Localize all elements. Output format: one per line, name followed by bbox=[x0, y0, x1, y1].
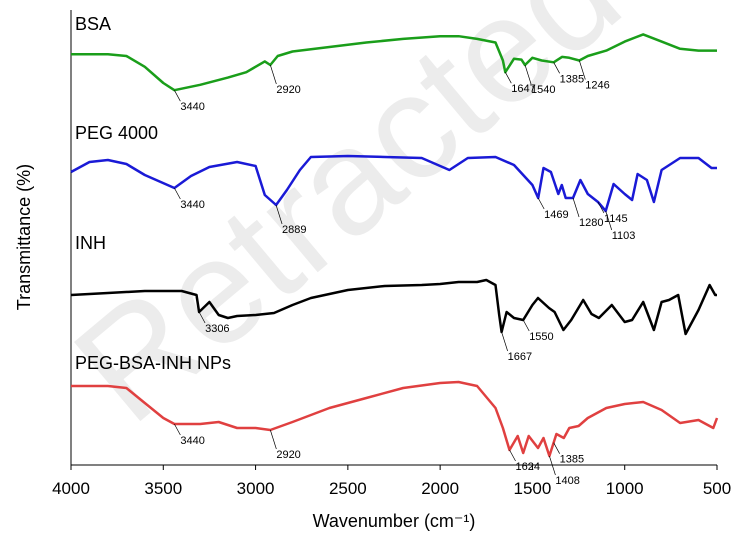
annotation-leader bbox=[572, 197, 580, 218]
x-tick-label: 1000 bbox=[606, 479, 644, 498]
x-tick-label: 2000 bbox=[421, 479, 459, 498]
series-label: PEG-BSA-INH NPs bbox=[75, 353, 231, 373]
peak-label: 1647 bbox=[511, 83, 535, 95]
annotation-leader bbox=[605, 210, 613, 231]
x-tick-label: 2500 bbox=[329, 479, 367, 498]
watermark: Retracted bbox=[43, 0, 649, 454]
peak-label: 2889 bbox=[282, 224, 306, 236]
peak-label: 1469 bbox=[544, 209, 568, 221]
annotation-leader bbox=[537, 197, 545, 210]
annotation-leader bbox=[504, 72, 512, 84]
annotation-leader bbox=[174, 90, 181, 102]
series-label: PEG 4000 bbox=[75, 123, 158, 143]
peak-label: 1385 bbox=[560, 73, 584, 85]
annotation-leader bbox=[597, 201, 605, 214]
peak-label: 1540 bbox=[531, 84, 555, 96]
peak-label: 3306 bbox=[205, 323, 229, 335]
series-label: BSA bbox=[75, 14, 111, 34]
annotation-leader bbox=[270, 64, 277, 85]
series-line bbox=[71, 380, 719, 458]
peak-label: 1667 bbox=[508, 351, 532, 363]
peak-label: 3440 bbox=[180, 199, 204, 211]
annotation-leader bbox=[501, 331, 508, 352]
annotation-leader bbox=[198, 311, 206, 324]
annotation-leader bbox=[578, 60, 586, 80]
annotation-leader bbox=[270, 429, 277, 450]
annotation-leader bbox=[174, 187, 181, 200]
annotation-leader bbox=[174, 423, 181, 436]
series-line bbox=[70, 154, 717, 213]
x-tick-label: 1500 bbox=[514, 479, 552, 498]
x-tick-label: 4000 bbox=[52, 479, 90, 498]
peak-label: 1550 bbox=[529, 331, 553, 343]
peak-label: 3440 bbox=[180, 435, 204, 447]
x-tick-label: 3000 bbox=[237, 479, 275, 498]
watermark-text: Retracted bbox=[43, 0, 649, 454]
x-axis-ticks: 4000 3500 3000 2500 2000 1500 1000 500 bbox=[52, 465, 731, 498]
peak-label: 1408 bbox=[555, 475, 579, 487]
annotation-leader bbox=[549, 455, 556, 476]
series-layer bbox=[70, 33, 719, 458]
annotation-leader bbox=[553, 442, 560, 454]
x-tick-label: 500 bbox=[703, 479, 731, 498]
annotation-leader bbox=[524, 64, 532, 85]
annotation-leader bbox=[509, 449, 516, 462]
annotation-leader bbox=[522, 319, 530, 332]
y-axis-label: Transmittance (%) bbox=[14, 164, 34, 310]
series-labels: BSA PEG 4000 INH PEG-BSA-INH NPs bbox=[75, 14, 231, 373]
peak-label: 1624 bbox=[516, 461, 540, 473]
x-tick-label: 3500 bbox=[144, 479, 182, 498]
peak-label: 1145 bbox=[604, 213, 628, 225]
x-axis-label: Wavenumber (cm⁻¹) bbox=[313, 511, 476, 531]
series-label: INH bbox=[75, 233, 106, 253]
peak-label: 3440 bbox=[180, 101, 204, 113]
peak-label: 1246 bbox=[585, 80, 609, 92]
peak-label: 2920 bbox=[276, 449, 300, 461]
series-line bbox=[71, 33, 717, 92]
peak-label: 1103 bbox=[612, 230, 636, 242]
annotation-leader bbox=[275, 204, 283, 225]
peak-label: 1280 bbox=[579, 217, 603, 229]
series-line bbox=[70, 278, 717, 336]
peak-label: 2920 bbox=[276, 84, 300, 96]
annotation-leader bbox=[553, 62, 560, 74]
peak-label: 1385 bbox=[560, 454, 584, 466]
